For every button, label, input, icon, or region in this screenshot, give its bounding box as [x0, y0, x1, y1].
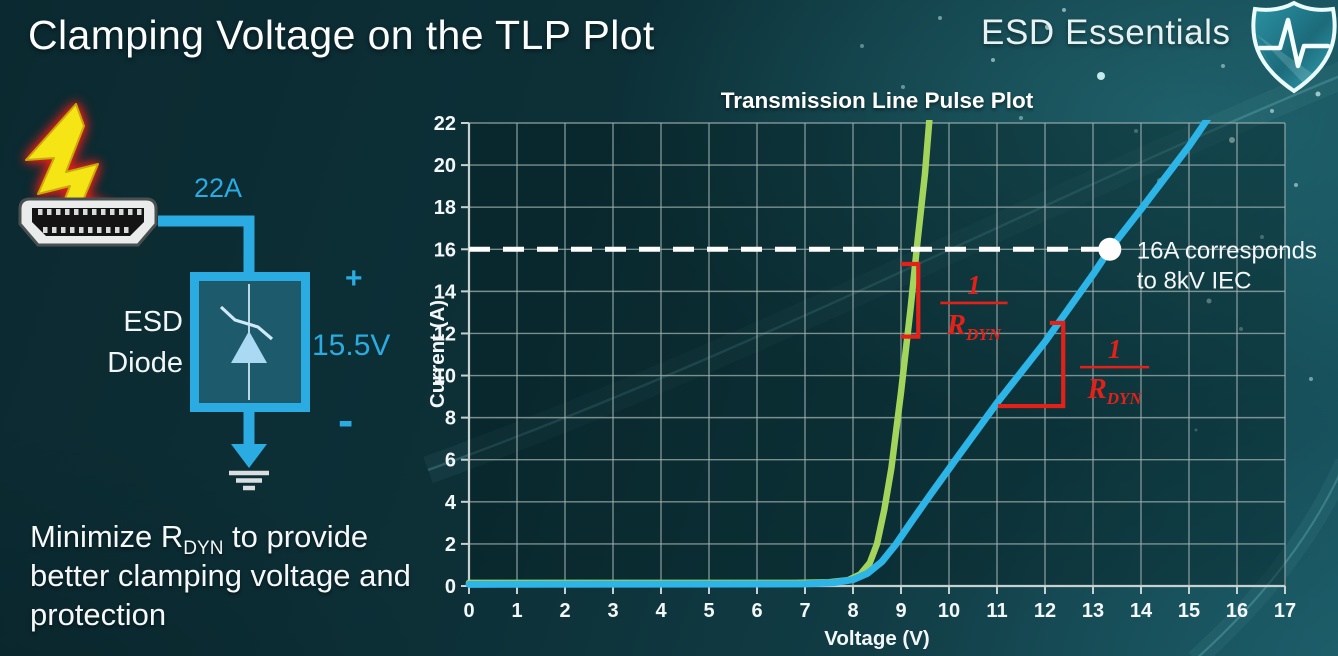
particle-dot	[1229, 137, 1235, 143]
device-label-line1: ESD	[123, 306, 183, 338]
y-axis-label: Current (A)	[430, 300, 449, 408]
particle-dot	[1097, 72, 1105, 80]
x-tick-label: 13	[1082, 600, 1104, 622]
x-tick-label: 2	[559, 600, 570, 622]
tlp-chart: 0 1 2 3 4 5 6 7 8 9 10 11 12 13 14 15 16 1702468101214161…	[430, 88, 1317, 650]
x-axis-label: Voltage (V)	[824, 627, 930, 650]
x-tick-label: 5	[703, 600, 714, 622]
particle-dot	[1270, 109, 1274, 113]
particle-dot	[1194, 428, 1198, 432]
y-tick-label: 10	[434, 366, 456, 388]
ground-icon	[229, 408, 269, 491]
particle-dot	[1315, 91, 1321, 97]
y-tick-label: 20	[434, 155, 456, 177]
brand-label: ESD Essentials	[981, 13, 1231, 52]
x-tick-label: 14	[1130, 600, 1153, 622]
zener-diode-icon	[219, 305, 274, 363]
x-tick-label: 16	[1226, 600, 1248, 622]
x-tick-label: 1	[511, 600, 522, 622]
x-tick-label: 10	[938, 600, 960, 622]
note-subscript: DYN	[183, 538, 224, 560]
page-title: Clamping Voltage on the TLP Plot	[28, 12, 655, 58]
y-tick-label: 4	[445, 492, 457, 514]
surge-wire	[158, 215, 255, 280]
particle-dot	[1309, 377, 1313, 381]
swoosh-corner-line	[1197, 474, 1338, 656]
clamp-voltage-label: 15.5V	[312, 329, 390, 362]
y-tick-label: 14	[434, 281, 457, 303]
esd-diode-box	[190, 272, 310, 412]
x-tick-label: 9	[895, 600, 906, 622]
y-tick-label: 2	[445, 534, 456, 556]
y-tick-label: 16	[434, 239, 456, 261]
y-tick-label: 0	[445, 576, 456, 598]
y-tick-label: 8	[445, 408, 456, 430]
curve-blue	[465, 120, 1212, 588]
particle-dot	[860, 44, 864, 48]
rdyn-slope-bracket	[901, 261, 921, 339]
plus-label: +	[345, 262, 363, 295]
callout-line: to 8kV IEC	[1137, 267, 1252, 294]
chart-title: Transmission Line Pulse Plot	[721, 88, 1034, 113]
x-tick-label: 0	[463, 600, 474, 622]
callout-16a: 16A corresponds to 8kV IEC	[1137, 237, 1317, 294]
x-tick-label: 3	[607, 600, 618, 622]
particle-dot	[991, 58, 995, 62]
x-tick-label: 12	[1034, 600, 1056, 622]
particle-dot	[1260, 235, 1264, 239]
particle-dot	[938, 16, 942, 20]
particle-dot	[901, 85, 905, 89]
x-tick-label: 7	[799, 600, 810, 622]
summary-note: Minimize RDYN to provide better clamping…	[30, 517, 442, 634]
pulse-line-icon	[1257, 17, 1331, 69]
x-tick-label: 4	[655, 600, 667, 622]
particle-dot	[1187, 38, 1193, 44]
particle-dot	[1045, 24, 1051, 30]
x-tick-label: 6	[751, 600, 762, 622]
particle-dot	[1294, 183, 1298, 187]
particle-dot	[1239, 327, 1243, 331]
hdmi-pins	[38, 209, 142, 233]
x-tick-label: 11	[986, 600, 1007, 622]
hdmi-connector-icon	[18, 197, 158, 247]
callout-line: 16A corresponds	[1137, 237, 1317, 264]
particle-dot	[1206, 298, 1212, 304]
swoosh-line	[427, 75, 1338, 472]
particle-dot	[1062, 8, 1066, 12]
y-tick-label: 18	[434, 197, 456, 219]
plot-background	[469, 123, 1285, 586]
x-tick-label: 15	[1178, 600, 1200, 622]
esd-circuit-diagram: 22A ESD Diode + 15.5V -	[18, 103, 390, 491]
note-post: to provide better clamping voltage and p…	[30, 519, 411, 632]
y-tick-label: 12	[434, 323, 456, 345]
y-tick-label: 22	[434, 113, 456, 135]
esd-shield-icon	[1251, 0, 1337, 94]
device-label-line2: Diode	[107, 347, 183, 379]
particle-dot	[1019, 116, 1023, 120]
fraction-numerator: 1	[967, 270, 981, 300]
swoosh-corner-glow	[1188, 458, 1338, 656]
note-pre: Minimize R	[30, 519, 184, 554]
rdyn-slope-angle	[997, 320, 1066, 409]
surge-current-label: 22A	[194, 173, 242, 203]
x-tick-label: 8	[847, 600, 858, 622]
particle-dot	[1221, 64, 1225, 68]
x-tick-label: 17	[1274, 600, 1296, 622]
swoosh-glow	[423, 61, 1338, 484]
minus-label: -	[338, 394, 353, 446]
fraction-numerator: 1	[1108, 334, 1122, 364]
reference-line-16a	[469, 237, 1122, 261]
particle-dot	[1134, 129, 1138, 133]
marker-dot	[1098, 237, 1122, 261]
y-tick-label: 6	[445, 450, 456, 472]
